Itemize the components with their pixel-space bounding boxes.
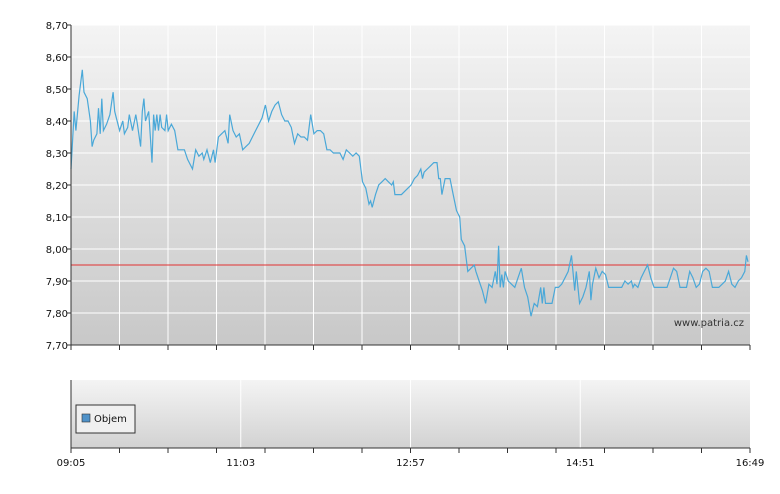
price-x-ticks bbox=[71, 345, 750, 350]
x-tick-label: 11:03 bbox=[226, 458, 255, 469]
legend-swatch bbox=[82, 414, 90, 422]
legend: Objem bbox=[76, 405, 135, 433]
x-axis-labels: 09:05 11:03 12:57 14:51 16:49 bbox=[57, 458, 765, 469]
y-tick-label: 7,80 bbox=[46, 309, 68, 320]
y-tick-label: 7,70 bbox=[46, 341, 68, 352]
y-tick-label: 8,10 bbox=[46, 213, 68, 224]
x-tick-label: 16:49 bbox=[736, 458, 765, 469]
x-tick-label: 14:51 bbox=[566, 458, 595, 469]
x-tick-label: 12:57 bbox=[396, 458, 425, 469]
y-tick-label: 8,60 bbox=[46, 53, 68, 64]
y-tick-label: 8,30 bbox=[46, 149, 68, 160]
y-tick-label: 8,40 bbox=[46, 117, 68, 128]
y-tick-label: 8,50 bbox=[46, 85, 68, 96]
y-tick-label: 8,20 bbox=[46, 181, 68, 192]
y-tick-label: 8,00 bbox=[46, 245, 68, 256]
y-tick-label: 8,70 bbox=[46, 21, 68, 32]
x-tick-label: 09:05 bbox=[57, 458, 86, 469]
price-y-axis: 8,70 8,60 8,50 8,40 8,30 8,20 8,10 8,00 7,90 7,80… bbox=[46, 21, 71, 352]
volume-x-ticks bbox=[71, 448, 750, 453]
y-tick-label: 7,90 bbox=[46, 277, 68, 288]
legend-label: Objem bbox=[94, 414, 127, 425]
watermark: www.patria.cz bbox=[674, 318, 744, 329]
